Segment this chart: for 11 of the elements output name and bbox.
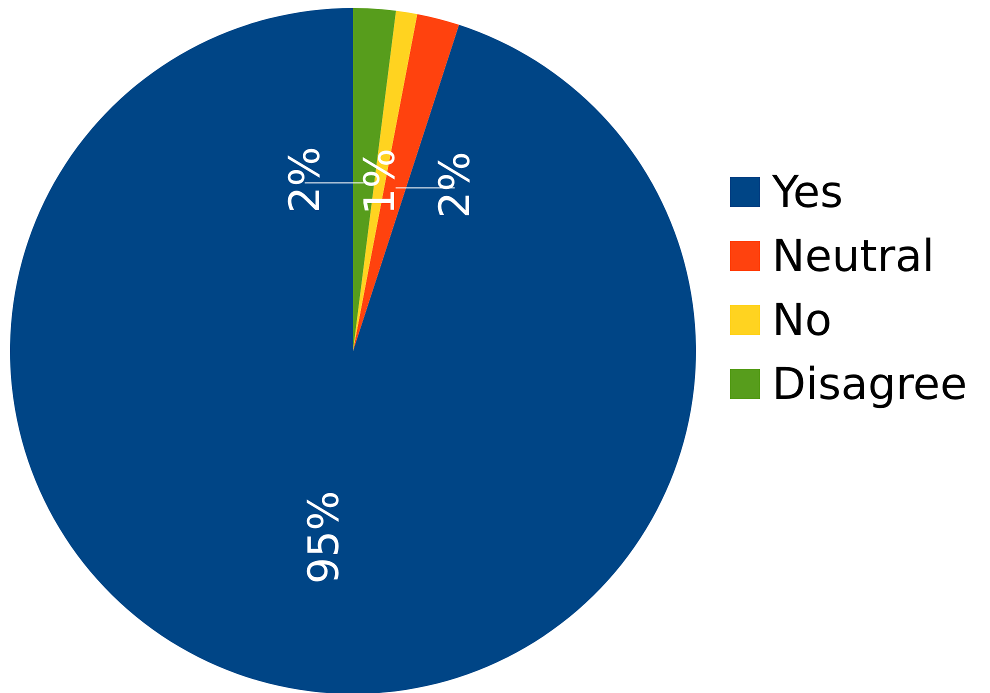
legend-label: Neutral xyxy=(772,230,934,282)
pie-slice xyxy=(353,10,418,351)
data-label: 2% xyxy=(280,146,330,214)
legend-label: Yes xyxy=(772,166,844,218)
legend-label: Disagree xyxy=(772,358,968,410)
data-label: 95% xyxy=(298,490,348,584)
legend-label: No xyxy=(772,294,832,346)
data-label: 2% xyxy=(430,152,480,218)
data-label: 1% xyxy=(355,148,404,215)
pie-slice xyxy=(10,8,696,693)
pie-slice xyxy=(353,8,396,351)
